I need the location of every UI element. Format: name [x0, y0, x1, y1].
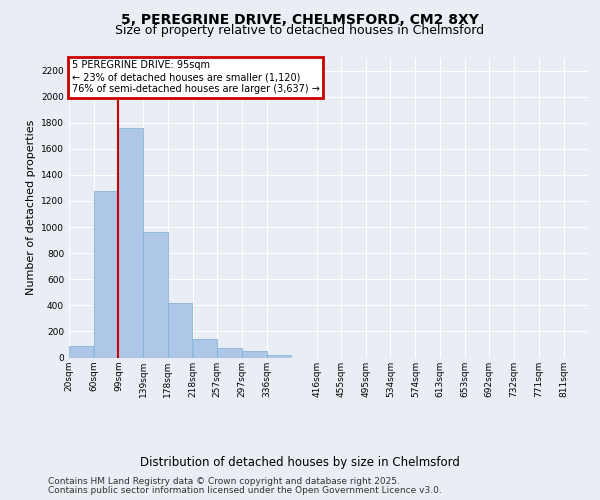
Bar: [217, 348, 242, 358]
Bar: [69, 346, 94, 358]
Bar: [118, 128, 143, 358]
Text: Distribution of detached houses by size in Chelmsford: Distribution of detached houses by size …: [140, 456, 460, 469]
Bar: [94, 190, 118, 358]
Bar: [168, 302, 192, 358]
Bar: [266, 355, 291, 358]
Bar: [193, 339, 217, 357]
Text: Size of property relative to detached houses in Chelmsford: Size of property relative to detached ho…: [115, 24, 485, 37]
Text: Contains public sector information licensed under the Open Government Licence v3: Contains public sector information licen…: [48, 486, 442, 495]
Text: 5 PEREGRINE DRIVE: 95sqm
← 23% of detached houses are smaller (1,120)
76% of sem: 5 PEREGRINE DRIVE: 95sqm ← 23% of detach…: [71, 60, 319, 94]
Text: 5, PEREGRINE DRIVE, CHELMSFORD, CM2 8XY: 5, PEREGRINE DRIVE, CHELMSFORD, CM2 8XY: [121, 12, 479, 26]
Y-axis label: Number of detached properties: Number of detached properties: [26, 120, 35, 295]
Text: Contains HM Land Registry data © Crown copyright and database right 2025.: Contains HM Land Registry data © Crown c…: [48, 478, 400, 486]
Bar: [143, 232, 168, 358]
Bar: [242, 351, 266, 358]
